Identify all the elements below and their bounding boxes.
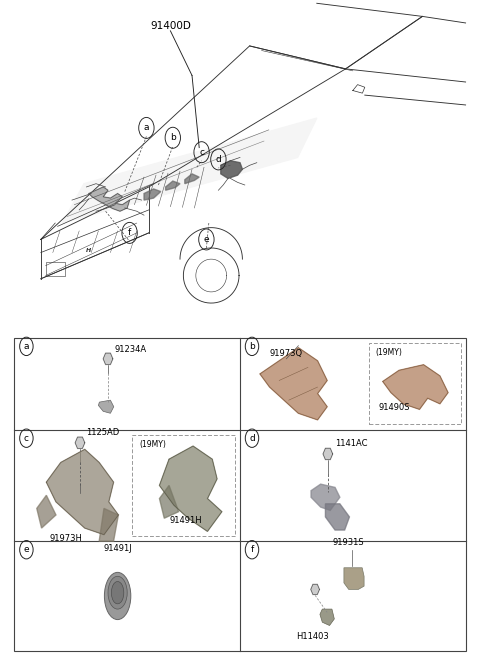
Polygon shape (75, 437, 85, 449)
Text: 91491J: 91491J (103, 544, 132, 553)
Text: d: d (216, 155, 221, 164)
Polygon shape (37, 495, 56, 528)
Text: 91400D: 91400D (150, 21, 191, 31)
Polygon shape (311, 484, 340, 510)
Text: b: b (249, 342, 255, 351)
Text: 91973Q: 91973Q (270, 349, 303, 358)
Polygon shape (99, 508, 119, 541)
Text: e: e (204, 235, 209, 244)
Text: 91491H: 91491H (169, 516, 202, 525)
Text: 91234A: 91234A (115, 345, 147, 354)
Text: H11403: H11403 (296, 632, 329, 641)
Polygon shape (383, 365, 448, 409)
Text: H: H (86, 248, 91, 253)
Polygon shape (221, 161, 242, 178)
Polygon shape (323, 448, 333, 460)
Polygon shape (344, 567, 364, 589)
Polygon shape (159, 485, 179, 518)
Text: 1125AD: 1125AD (86, 428, 120, 437)
Polygon shape (325, 504, 349, 530)
Text: 91931S: 91931S (333, 539, 364, 548)
Polygon shape (89, 187, 130, 211)
Text: f: f (251, 545, 253, 554)
Polygon shape (98, 400, 114, 413)
Polygon shape (159, 446, 222, 531)
Ellipse shape (104, 572, 131, 619)
Text: b: b (170, 133, 176, 142)
Text: a: a (24, 342, 29, 351)
Ellipse shape (108, 576, 127, 609)
Text: (19MY): (19MY) (376, 348, 403, 357)
Text: e: e (24, 545, 29, 554)
Text: 91973H: 91973H (49, 534, 82, 543)
Bar (132, 435, 235, 536)
Bar (46, 262, 65, 276)
Text: 91490S: 91490S (378, 403, 410, 412)
Polygon shape (185, 174, 199, 184)
Text: a: a (144, 123, 149, 133)
Polygon shape (260, 348, 327, 420)
Text: f: f (128, 228, 131, 237)
Polygon shape (320, 609, 334, 626)
Ellipse shape (111, 581, 124, 604)
Polygon shape (103, 353, 113, 365)
Text: 1141AC: 1141AC (335, 439, 368, 448)
Polygon shape (144, 189, 161, 200)
Text: c: c (199, 148, 204, 157)
Polygon shape (62, 118, 317, 223)
Text: (19MY): (19MY) (139, 440, 166, 449)
Polygon shape (166, 181, 180, 190)
Polygon shape (47, 449, 119, 535)
Text: c: c (24, 434, 29, 443)
Bar (14, 338, 466, 651)
Polygon shape (311, 584, 320, 594)
Text: d: d (249, 434, 255, 443)
Bar (369, 343, 461, 424)
